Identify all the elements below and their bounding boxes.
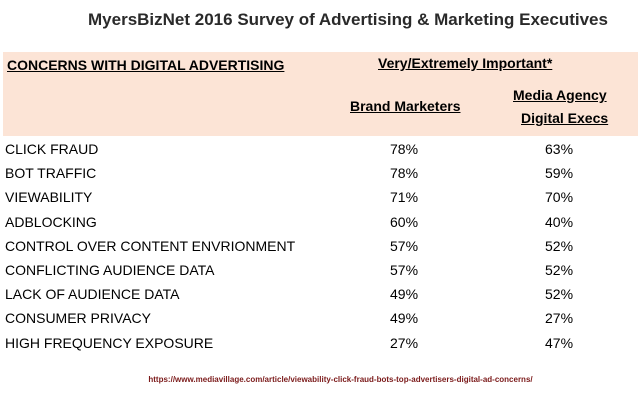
agency-value: 47% — [545, 334, 574, 351]
importance-header: Very/Extremely Important* — [378, 55, 553, 71]
concern-cell: CONFLICTING AUDIENCE DATA — [5, 262, 215, 278]
table-row: LACK OF AUDIENCE DATA 49% 52% — [5, 286, 635, 310]
table-row: ADBLOCKING 60% 40% — [5, 214, 635, 238]
agency-value: 52% — [545, 237, 574, 254]
brand-value: 49% — [390, 286, 419, 303]
brand-marketers-header: Brand Marketers — [350, 98, 461, 114]
agency-value: 70% — [545, 189, 574, 206]
table-row: CONTROL OVER CONTENT ENVRIONMENT 57% 52% — [5, 238, 635, 262]
concern-cell: ADBLOCKING — [5, 213, 97, 230]
brand-value: 78% — [390, 165, 419, 182]
agency-value: 27% — [545, 310, 574, 327]
agency-value: 40% — [545, 213, 574, 230]
concerns-header: CONCERNS WITH DIGITAL ADVERTISING — [7, 57, 285, 73]
brand-value: 78% — [390, 141, 419, 157]
table-row: VIEWABILITY 71% 70% — [5, 189, 635, 213]
brand-value: 60% — [390, 213, 419, 230]
agency-value: 59% — [545, 165, 574, 182]
table-header: CONCERNS WITH DIGITAL ADVERTISING Very/E… — [3, 52, 638, 136]
concern-cell: CONSUMER PRIVACY — [5, 310, 151, 327]
brand-value: 57% — [390, 262, 419, 278]
brand-value: 71% — [390, 189, 419, 206]
concern-cell: HIGH FREQUENCY EXPOSURE — [5, 334, 214, 351]
source-link[interactable]: https://www.mediavillage.com/article/vie… — [148, 375, 533, 384]
table-row: CONSUMER PRIVACY 49% 27% — [5, 310, 635, 334]
concern-cell: CONTROL OVER CONTENT ENVRIONMENT — [5, 237, 296, 254]
table-row: CONFLICTING AUDIENCE DATA 57% 52% — [5, 262, 635, 286]
page-title: MyersBizNet 2016 Survey of Advertising &… — [88, 10, 608, 29]
brand-value: 49% — [390, 310, 419, 327]
media-agency-header-line1: Media Agency — [513, 87, 607, 103]
media-agency-header-line2: Digital Execs — [521, 110, 609, 126]
concern-cell: CLICK FRAUD — [5, 141, 99, 157]
agency-value: 52% — [545, 286, 574, 303]
brand-value: 27% — [390, 334, 419, 351]
agency-value: 52% — [545, 262, 574, 278]
agency-value: 63% — [545, 141, 574, 157]
concern-cell: BOT TRAFFIC — [5, 165, 97, 182]
table-row: BOT TRAFFIC 78% 59% — [5, 165, 635, 189]
brand-value: 57% — [390, 237, 419, 254]
table-row: HIGH FREQUENCY EXPOSURE 27% 47% — [5, 335, 635, 359]
concern-cell: VIEWABILITY — [5, 189, 93, 206]
concern-cell: LACK OF AUDIENCE DATA — [5, 286, 180, 303]
table-row: CLICK FRAUD 78% 63% — [5, 141, 635, 165]
